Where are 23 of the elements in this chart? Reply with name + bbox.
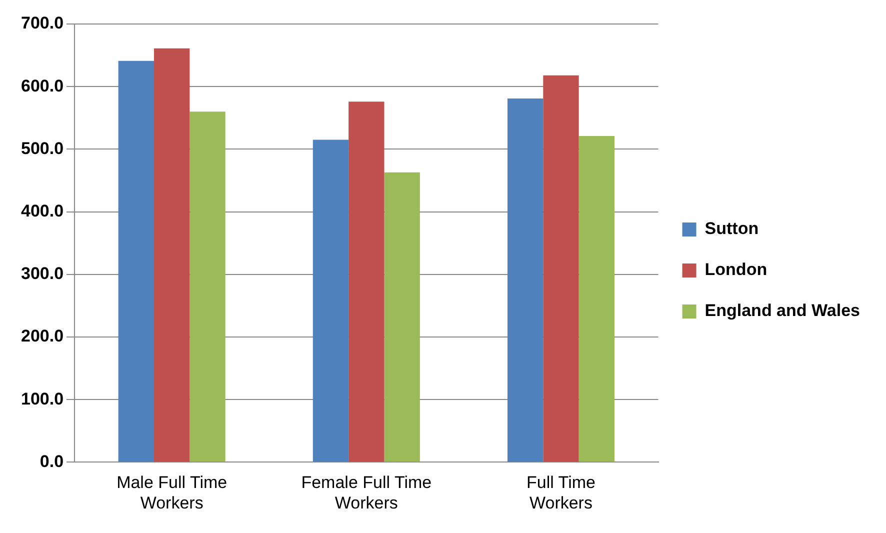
bar	[154, 48, 190, 462]
y-tick-label: 400.0	[20, 201, 64, 220]
y-tick-label: 700.0	[20, 14, 64, 33]
legend-label: Sutton	[704, 219, 759, 238]
y-tick-label: 500.0	[20, 138, 64, 158]
x-tick-label: Female Full Time Workers	[301, 473, 432, 512]
bar	[507, 98, 544, 462]
bar	[543, 75, 579, 462]
bar	[384, 172, 420, 462]
x-tick-label: Male Full Time Workers	[116, 473, 228, 512]
legend-label: London	[704, 260, 768, 280]
y-tick-label: 300.0	[20, 264, 64, 284]
y-tick-label: 100.0	[20, 389, 64, 408]
bar	[578, 136, 614, 462]
legend-label: England and Wales	[704, 301, 860, 320]
y-tick-label: 200.0	[20, 326, 64, 346]
bar	[190, 112, 226, 462]
bar	[348, 102, 384, 462]
bar	[312, 140, 349, 462]
bar	[118, 60, 154, 462]
y-tick-label: 0.0	[40, 452, 64, 471]
x-tick-label: Full Time Workers	[526, 473, 596, 512]
y-tick-label: 600.0	[20, 76, 64, 96]
